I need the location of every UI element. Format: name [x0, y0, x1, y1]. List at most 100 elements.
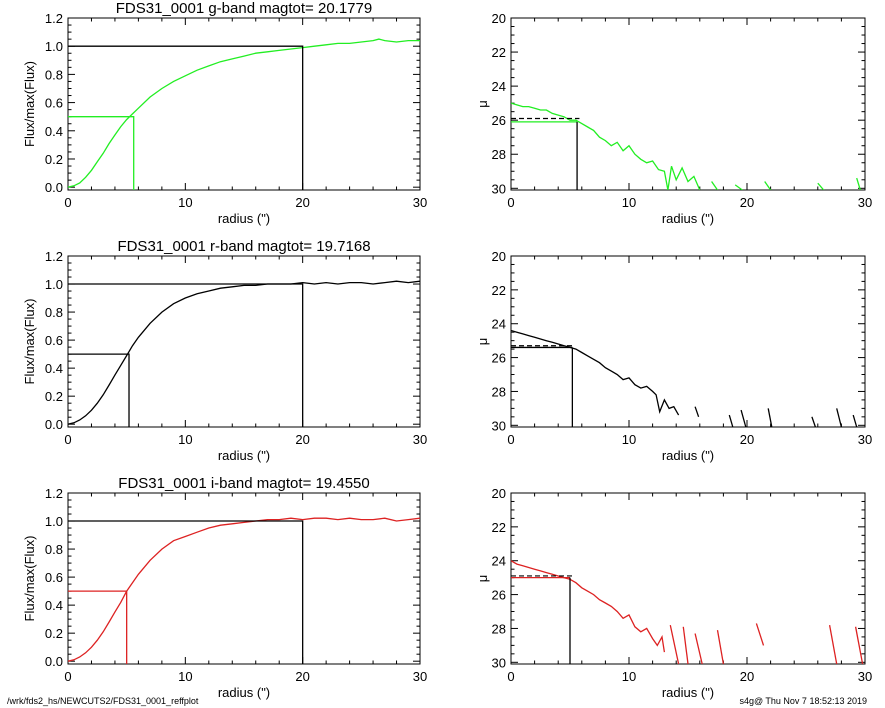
y-tick-label: 0.8 — [45, 67, 63, 82]
x-tick-label: 0 — [507, 195, 514, 210]
x-tick-label: 0 — [507, 432, 514, 447]
panel-i-profile: 0 10 20 30 20 22 24 26 28 30 radius (") μ — [475, 486, 872, 700]
y-tick-label: 0.0 — [45, 180, 63, 195]
y-tick-label: 1.0 — [45, 39, 63, 54]
y-tick-label: 28 — [492, 147, 506, 162]
y-axis-label: μ — [475, 338, 490, 346]
plot-frame — [67, 17, 421, 191]
panel-title: FDS31_0001 r-band magtot= 19.7168 — [117, 238, 370, 255]
x-tick-label: 10 — [178, 669, 192, 684]
series-line — [734, 184, 743, 190]
x-tick-label: 30 — [858, 669, 872, 684]
x-tick-label: 20 — [740, 195, 754, 210]
y-tick-label: 0.8 — [45, 305, 63, 320]
y-axis-label: μ — [475, 100, 490, 108]
y-tick-label: 20 — [492, 11, 506, 26]
y-axis-label: μ — [475, 575, 490, 583]
y-tick-label: 26 — [492, 351, 506, 366]
panel-i-growth: 0 10 20 30 0.0 0.2 0.4 0.6 0.8 1.0 1.2 radius (") Fl… — [22, 475, 427, 700]
y-tick-label: 28 — [492, 384, 506, 399]
y-tick-label: 20 — [492, 249, 506, 264]
x-axis-label: radius (") — [218, 211, 270, 226]
series-line — [767, 408, 773, 427]
half-light-marker — [68, 116, 135, 190]
y-tick-label: 30 — [492, 418, 506, 433]
total-flux-marker — [68, 283, 304, 427]
series-line — [854, 626, 864, 664]
y-tick-label: 28 — [492, 621, 506, 636]
plot-frame — [67, 255, 421, 428]
y-tick-label: 22 — [492, 520, 506, 535]
y-tick-label: 0.8 — [45, 542, 63, 557]
y-tick-label: 22 — [492, 283, 506, 298]
series-line — [740, 409, 747, 427]
y-tick-label: 1.2 — [45, 11, 63, 26]
y-tick-label: 0.4 — [45, 361, 63, 376]
y-tick-label: 0.2 — [45, 152, 63, 167]
y-tick-label: 0.6 — [45, 333, 63, 348]
footer-path: /wrk/fds2_hs/NEWCUTS2/FDS31_0001_reffplo… — [7, 696, 199, 706]
x-tick-label: 30 — [858, 195, 872, 210]
y-axis-label: Flux/max(Flux) — [22, 61, 37, 147]
y-tick-label: 1.2 — [45, 486, 63, 501]
series-line — [764, 181, 772, 190]
plot-area — [511, 329, 858, 427]
x-tick-label: 20 — [295, 669, 309, 684]
y-tick-label: 24 — [492, 317, 506, 332]
series-line — [828, 624, 838, 664]
series-line — [511, 329, 680, 416]
series-line — [511, 560, 666, 653]
y-tick-label: 0.6 — [45, 570, 63, 585]
x-tick-label: 0 — [507, 669, 514, 684]
y-tick-label: 1.2 — [45, 249, 63, 264]
x-tick-label: 30 — [413, 195, 427, 210]
plot-frame — [67, 492, 421, 665]
plot-frame — [510, 17, 866, 191]
y-tick-label: 1.0 — [45, 514, 63, 529]
x-axis-label: radius (") — [662, 448, 714, 463]
panel-title: FDS31_0001 g-band magtot= 20.1779 — [116, 0, 372, 17]
panel-title: FDS31_0001 i-band magtot= 19.4550 — [118, 475, 369, 492]
total-flux-marker — [68, 520, 304, 664]
y-tick-label: 1.0 — [45, 277, 63, 292]
series-line — [68, 38, 420, 188]
y-axis-label: Flux/max(Flux) — [22, 299, 37, 385]
y-tick-label: 26 — [492, 113, 506, 128]
x-tick-label: 10 — [622, 669, 636, 684]
x-tick-label: 20 — [740, 432, 754, 447]
x-tick-label: 30 — [413, 432, 427, 447]
y-tick-label: 30 — [492, 655, 506, 670]
y-tick-label: 0.4 — [45, 598, 63, 613]
x-tick-label: 20 — [740, 669, 754, 684]
series-line — [811, 416, 817, 427]
series-line — [68, 517, 420, 662]
plot-frame — [510, 255, 866, 428]
footer-timestamp: s4g@ Thu Nov 7 18:52:13 2019 — [739, 696, 867, 706]
series-line — [694, 633, 703, 664]
plot-area — [511, 560, 864, 664]
panel-g-growth: 0 10 20 30 0.0 0.2 0.4 0.6 0.8 1.0 1.2 radius (") Fl… — [22, 0, 427, 226]
x-tick-label: 0 — [64, 669, 71, 684]
y-tick-label: 0.2 — [45, 626, 63, 641]
series-line — [728, 414, 734, 427]
series-line — [711, 181, 719, 190]
series-line — [852, 414, 858, 427]
x-tick-label: 20 — [295, 432, 309, 447]
panel-r-growth: 0 10 20 30 0.0 0.2 0.4 0.6 0.8 1.0 1.2 radius (") Fl… — [22, 238, 427, 463]
plot-frame — [510, 492, 866, 665]
x-axis-label: radius (") — [662, 685, 714, 700]
half-light-marker — [68, 590, 128, 664]
y-axis-label: Flux/max(Flux) — [22, 536, 37, 622]
series-line — [68, 280, 420, 425]
x-tick-label: 30 — [858, 432, 872, 447]
y-tick-label: 0.6 — [45, 96, 63, 111]
x-axis-label: radius (") — [218, 685, 270, 700]
y-tick-label: 30 — [492, 181, 506, 196]
x-tick-label: 10 — [622, 432, 636, 447]
series-line — [755, 623, 765, 646]
series-line — [856, 177, 861, 190]
y-tick-label: 24 — [492, 79, 506, 94]
x-tick-label: 10 — [178, 195, 192, 210]
y-tick-label: 22 — [492, 45, 506, 60]
